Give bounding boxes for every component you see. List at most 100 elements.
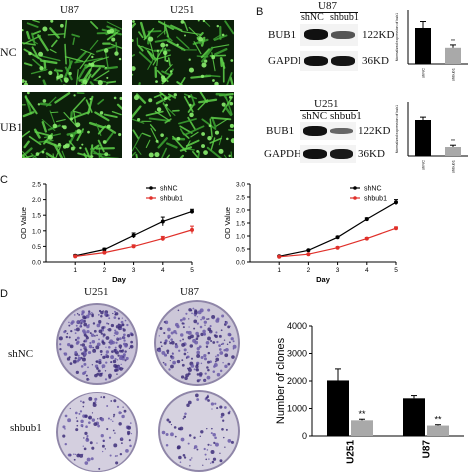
colony	[68, 324, 71, 327]
colony	[91, 412, 94, 414]
colony	[96, 372, 100, 376]
colony	[130, 333, 134, 337]
cell-body	[70, 134, 74, 138]
colony	[94, 401, 97, 403]
cell-body	[22, 28, 24, 32]
y-tick-label: 2.5	[236, 195, 245, 202]
colony	[178, 455, 182, 460]
colony	[92, 348, 97, 353]
significance-label: **	[434, 415, 442, 425]
cell-process	[203, 20, 211, 27]
cell-body	[35, 152, 40, 156]
colony	[126, 333, 131, 338]
colony	[170, 340, 175, 345]
colony	[127, 425, 132, 430]
colony	[75, 324, 78, 327]
blot-u87-band-bub1: BUB1	[268, 29, 297, 41]
colony	[106, 322, 109, 325]
colony	[85, 314, 90, 319]
colony	[63, 352, 66, 355]
colony	[208, 458, 210, 460]
colony	[187, 335, 192, 340]
cell-process	[40, 55, 61, 62]
colony	[94, 364, 99, 368]
colony	[170, 338, 173, 341]
colony	[216, 353, 220, 357]
colony	[100, 372, 103, 375]
cell-body	[75, 122, 81, 128]
colony	[82, 445, 84, 447]
cell-process	[179, 128, 185, 136]
colony	[182, 453, 186, 457]
colony	[219, 351, 224, 355]
cell-process	[89, 39, 99, 50]
colony	[182, 326, 185, 329]
colony	[196, 354, 201, 358]
cell-process	[63, 20, 68, 39]
colony	[125, 356, 129, 361]
bar	[415, 28, 431, 64]
cell-body	[59, 74, 64, 78]
cell-body	[111, 37, 116, 42]
colony	[110, 360, 113, 364]
colony	[115, 368, 119, 372]
colony	[97, 369, 101, 373]
cell-body	[62, 144, 67, 149]
blot-band	[304, 56, 328, 66]
colony	[231, 355, 235, 359]
cell-process	[200, 36, 206, 47]
cell-process	[179, 154, 184, 158]
cell-process	[178, 118, 197, 125]
cell-body	[221, 33, 225, 37]
y-tick-label: 1.5	[236, 221, 245, 228]
colony	[205, 340, 210, 345]
colony	[101, 340, 105, 344]
cell-body	[82, 79, 88, 85]
cell-body	[228, 154, 231, 158]
colony	[81, 357, 86, 362]
cell-body	[169, 70, 173, 73]
colony	[187, 442, 190, 445]
cell-body	[197, 20, 200, 22]
bar	[427, 425, 449, 436]
cell-body	[52, 123, 58, 129]
cell-process	[183, 21, 189, 32]
cell-body	[160, 133, 164, 137]
blot-u251-size-36: 36KD	[358, 148, 385, 160]
colony	[207, 351, 211, 355]
colony	[101, 364, 106, 369]
colony	[91, 340, 96, 344]
cell-process	[88, 66, 93, 75]
significance-label: **	[451, 39, 455, 45]
cell-process	[228, 129, 234, 132]
y-tick-label: 1.0	[236, 234, 245, 241]
y-tick-label: 2.0	[32, 197, 41, 204]
cell-process	[23, 62, 33, 67]
colony	[203, 320, 207, 324]
cell-body	[97, 80, 103, 85]
colony	[192, 338, 197, 343]
colony	[199, 435, 201, 437]
cell-process	[167, 24, 176, 30]
colony	[120, 320, 124, 324]
blot-u251-band-gapdh: GAPDH	[264, 148, 302, 160]
colony	[207, 308, 211, 312]
colony	[80, 400, 82, 403]
colony	[123, 409, 127, 413]
colony	[122, 336, 126, 340]
colony	[83, 345, 87, 349]
bar	[445, 47, 461, 64]
colony	[104, 370, 107, 372]
colony	[85, 374, 88, 377]
blot-band	[304, 29, 328, 40]
colony	[122, 367, 124, 370]
cell-process	[72, 110, 82, 114]
colony	[94, 334, 96, 337]
colony	[98, 338, 100, 341]
cell-process	[42, 79, 47, 85]
cell-process	[91, 144, 100, 151]
cell-body	[216, 24, 219, 28]
cell-process	[229, 76, 234, 85]
colony	[203, 353, 207, 358]
colony	[108, 373, 112, 378]
